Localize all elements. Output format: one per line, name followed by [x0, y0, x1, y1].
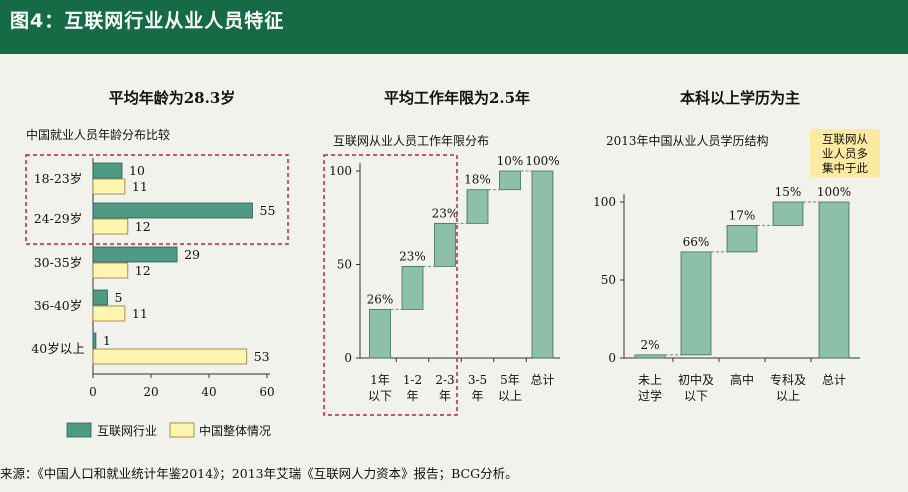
chart1-x-tick-label: 0	[89, 385, 97, 399]
chart3-category-label: 初中及	[678, 372, 714, 387]
chart3-annotation-text: 互联网从	[822, 132, 868, 146]
chart3-value-label: 2%	[640, 338, 659, 352]
chart3-y-tick-label: 0	[608, 351, 616, 365]
chart1-value-label: 29	[184, 247, 200, 262]
chart1-bar-overall	[92, 305, 126, 322]
chart1-bar-internet	[92, 289, 108, 306]
chart3-bar	[772, 201, 804, 226]
chart3-value-label: 15%	[775, 185, 802, 199]
chart2-y-tick-label: 0	[344, 351, 352, 365]
chart1-value-label: 12	[135, 219, 151, 234]
chart1-x-tick-label: 20	[143, 385, 158, 399]
header-bar: 图4：互联网行业从业人员特征	[0, 0, 908, 54]
chart2-bar	[499, 170, 521, 191]
chart2-category-label: 3-5	[468, 373, 487, 387]
chart1-bar-overall	[92, 262, 129, 279]
chart2-value-label: 100%	[525, 154, 559, 168]
chart2-y-tick-label: 100	[329, 164, 352, 178]
chart2-value-label: 23%	[432, 206, 459, 220]
chart2-category-label: 1年	[370, 373, 390, 387]
chart2-category-label: 5年	[500, 373, 520, 387]
chart1-value-label: 55	[260, 203, 276, 218]
chart3-category-label: 专科及	[770, 372, 806, 387]
chart3-annotation-text: 集中于此	[822, 161, 868, 175]
chart2-bar	[401, 265, 424, 310]
chart1-bar-overall	[92, 348, 248, 365]
chart1-x-tick-label: 40	[201, 385, 216, 399]
chart1-bar-overall	[92, 218, 129, 235]
chart2-category-label: 2-3	[435, 373, 454, 387]
chart1-bar-internet	[92, 332, 97, 349]
chart1-highlight-box	[25, 154, 289, 245]
chart3-bar	[680, 251, 712, 356]
chart3-bar	[634, 354, 666, 359]
legend-label-internet: 互联网行业	[97, 424, 157, 438]
chart3-y-tick-label: 50	[601, 273, 616, 287]
chart1-value-label: 5	[115, 290, 123, 305]
chart3-subtitle: 2013年中国从业人员学历结构	[606, 133, 769, 148]
page-title: 图4：互联网行业从业人员特征	[10, 10, 285, 32]
chart1-bar-internet	[92, 202, 253, 219]
chart3-category-label: 以下	[684, 389, 708, 403]
chart3-value-label: 66%	[683, 235, 710, 249]
legend-label-overall: 中国整体情况	[199, 423, 271, 438]
chart3-annotation-box	[810, 129, 880, 177]
chart3-value-label: 100%	[817, 185, 851, 199]
chart3-annotation-text: 业人员多	[822, 147, 868, 161]
legend-swatch-internet	[66, 422, 92, 438]
chart2-value-label: 26%	[367, 292, 394, 306]
chart1-category-label: 40岁以上	[31, 341, 84, 356]
chart2-value-label: 18%	[464, 173, 491, 187]
chart2-category-label: 年	[439, 389, 451, 403]
chart1-value-label: 10	[129, 163, 145, 178]
chart2-bar	[531, 170, 554, 359]
chart3-category-label: 高中	[730, 372, 754, 387]
chart2-value-label: 23%	[399, 249, 426, 263]
chart2-category-label: 以下	[368, 389, 392, 403]
chart3-category-label: 未上	[638, 373, 662, 387]
chart2-category-label: 1-2	[403, 373, 422, 387]
chart3-category-label: 过学	[638, 388, 662, 403]
chart3-category-label: 总计	[822, 373, 846, 387]
chart1-value-label: 12	[135, 263, 151, 278]
chart3-bar	[726, 224, 758, 253]
chart2-category-label: 年	[406, 389, 418, 403]
chart1-bar-internet	[92, 162, 123, 179]
chart1-category-label: 36-40岁	[34, 298, 83, 313]
chart2-y-tick-label: 50	[337, 258, 352, 272]
chart1-value-label: 1	[103, 333, 111, 348]
chart2-category-label: 年	[471, 389, 483, 403]
chart1-value-label: 53	[254, 349, 270, 364]
chart1-category-label: 24-29岁	[34, 211, 83, 226]
chart2-category-label: 以上	[498, 389, 522, 403]
chart2-bar	[466, 189, 489, 224]
chart1-x-tick-label: 60	[259, 385, 274, 399]
chart3-y-tick-label: 100	[593, 195, 616, 209]
chart3-title: 本科以上学历为主	[680, 89, 800, 107]
chart3-value-label: 17%	[729, 208, 756, 222]
chart1-value-label: 11	[132, 179, 148, 194]
chart2-subtitle: 互联网从业人员工作年限分布	[333, 134, 489, 148]
chart2-title: 平均工作年限为2.5年	[384, 89, 530, 107]
chart1-bar-overall	[92, 178, 126, 195]
chart3-bar	[818, 201, 850, 359]
chart2-highlight-box	[323, 154, 458, 416]
chart2-bar	[434, 222, 456, 267]
chart1-title: 平均年龄为28.3岁	[109, 89, 236, 107]
chart1-subtitle: 中国就业人员年龄分布比较	[26, 127, 170, 142]
chart2-bar	[369, 308, 391, 359]
chart1-bar-internet	[92, 246, 178, 263]
chart2-category-label: 总计	[530, 373, 554, 387]
chart1-value-label: 11	[132, 306, 148, 321]
source-note: 来源：《中国人口和就业统计年鉴2014》；2013年艾瑞《互联网人力资本》报告；…	[0, 466, 518, 481]
chart3-category-label: 以上	[776, 389, 800, 403]
legend-swatch-overall	[169, 422, 195, 438]
chart1-category-label: 30-35岁	[34, 255, 83, 270]
chart2-value-label: 10%	[497, 154, 524, 168]
chart1-category-label: 18-23岁	[34, 171, 83, 186]
